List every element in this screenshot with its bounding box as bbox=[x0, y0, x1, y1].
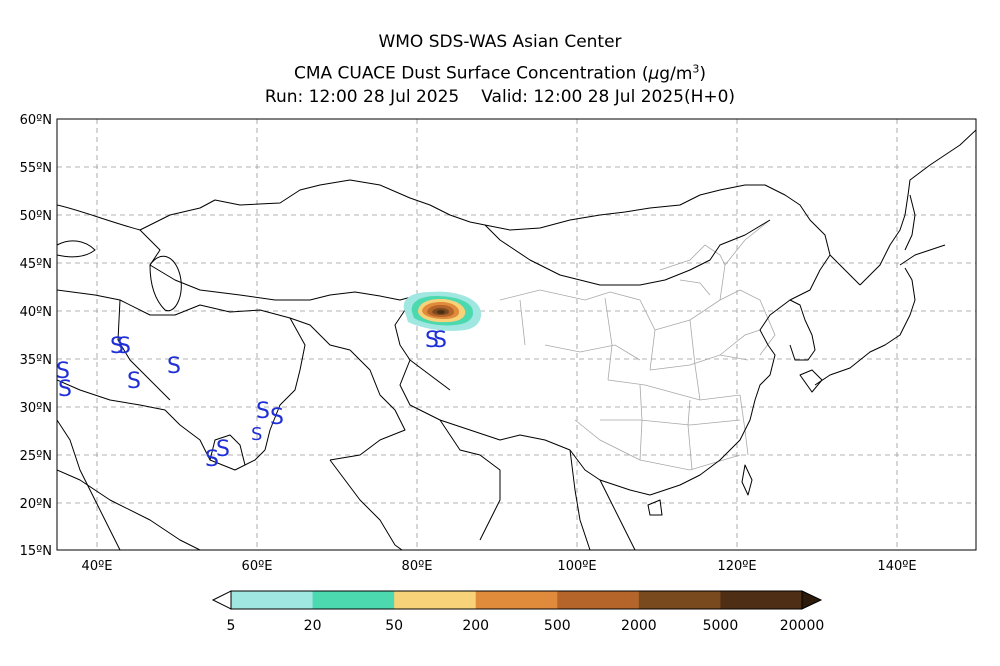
title-line-3: Run: 12:00 28 Jul 2025 Valid: 12:00 28 Ju… bbox=[0, 86, 1000, 108]
colorbar-label: 500 bbox=[544, 618, 571, 634]
dust-storm-symbol: S bbox=[433, 328, 447, 353]
colorbar-over-arrow bbox=[801, 590, 823, 610]
dust-storm-symbol: S bbox=[110, 334, 124, 359]
colorbar-label: 50 bbox=[385, 618, 403, 634]
lon-tick-label: 80ºE bbox=[402, 559, 433, 574]
graticule bbox=[57, 119, 976, 550]
longitude-labels: 40ºE 60ºE 80ºE 100ºE 120ºE 140ºE bbox=[82, 559, 917, 574]
lat-tick-label: 35ºN bbox=[20, 353, 52, 368]
colorbar-swatch bbox=[638, 591, 721, 609]
lat-tick-label: 20ºN bbox=[20, 497, 52, 512]
dust-storm-markers: S S S S S S S S S S S S S bbox=[56, 328, 447, 472]
dust-storm-symbol: S bbox=[256, 399, 270, 424]
unit-rest: g/m bbox=[659, 63, 693, 84]
dust-storm-symbol: S bbox=[167, 354, 181, 379]
colorbar-label: 2000 bbox=[621, 618, 657, 634]
lon-tick-label: 140ºE bbox=[877, 559, 916, 574]
map-frame bbox=[56, 118, 977, 551]
colorbar-swatch bbox=[394, 591, 477, 609]
lon-tick-label: 40ºE bbox=[82, 559, 113, 574]
dust-storm-symbol: S bbox=[425, 328, 439, 353]
run-time: Run: 12:00 28 Jul 2025 bbox=[264, 87, 460, 107]
colorbar-label: 200 bbox=[462, 618, 489, 634]
lat-tick-label: 25ºN bbox=[20, 449, 52, 464]
colorbar-swatch bbox=[231, 591, 314, 609]
colorbar-swatch bbox=[475, 591, 558, 609]
lat-tick-label: 45ºN bbox=[20, 257, 52, 272]
title-unit: (μg/m3) bbox=[641, 62, 707, 84]
dust-storm-symbol: S bbox=[251, 424, 262, 445]
lon-tick-label: 120ºE bbox=[717, 559, 756, 574]
province-boundaries bbox=[499, 219, 776, 471]
colorbar: 5 20 50 200 500 2000 5000 20000 bbox=[211, 590, 825, 634]
dust-storm-symbol: S bbox=[216, 437, 230, 462]
dust-concentration-plume bbox=[403, 291, 482, 331]
latitude-labels: 60ºN 55ºN 50ºN 45ºN 40ºN 35ºN 30ºN 25ºN … bbox=[20, 113, 52, 559]
dust-storm-symbol: S bbox=[270, 405, 284, 430]
colorbar-label: 20000 bbox=[780, 618, 825, 634]
lat-tick-label: 50ºN bbox=[20, 209, 52, 224]
dust-storm-symbol: S bbox=[56, 359, 70, 384]
colorbar-under-arrow bbox=[211, 590, 232, 610]
title-product: CMA CUACE Dust Surface Concentration bbox=[293, 63, 637, 84]
colorbar-label: 5 bbox=[227, 618, 236, 634]
dust-storm-symbol: S bbox=[205, 447, 219, 472]
dust-storm-symbol: S bbox=[117, 334, 131, 359]
unit-mu: μ bbox=[648, 63, 660, 84]
colorbar-swatch bbox=[557, 591, 640, 609]
colorbar-label: 5000 bbox=[703, 618, 739, 634]
lon-tick-label: 60ºE bbox=[242, 559, 273, 574]
valid-time: Valid: 12:00 28 Jul 2025(H+0) bbox=[481, 87, 736, 107]
unit-sup: 3 bbox=[692, 62, 700, 75]
lat-tick-label: 60ºN bbox=[20, 113, 52, 128]
dust-storm-symbol: S bbox=[127, 369, 141, 394]
dust-storm-symbol: S bbox=[58, 377, 72, 402]
lat-tick-label: 55ºN bbox=[20, 161, 52, 176]
colorbar-swatch bbox=[312, 591, 395, 609]
colorbar-label: 20 bbox=[304, 618, 322, 634]
title-line-2: CMA CUACE Dust Surface Concentration (μg… bbox=[0, 58, 1000, 85]
lat-tick-label: 40ºN bbox=[20, 305, 52, 320]
lat-tick-label: 30ºN bbox=[20, 401, 52, 416]
colorbar-swatch bbox=[720, 591, 803, 609]
lat-tick-label: 15ºN bbox=[20, 544, 52, 559]
map-area bbox=[57, 119, 976, 550]
lon-tick-label: 100ºE bbox=[557, 559, 596, 574]
title-line-1: WMO SDS-WAS Asian Center bbox=[378, 32, 622, 52]
